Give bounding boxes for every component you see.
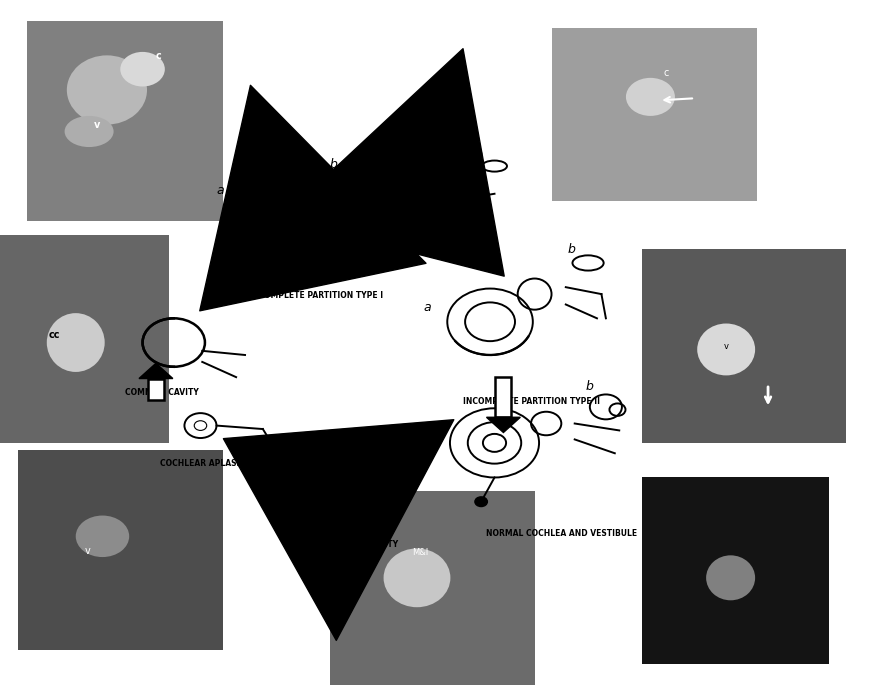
Text: c: c — [156, 51, 161, 61]
FancyBboxPatch shape — [552, 28, 757, 201]
Polygon shape — [386, 198, 405, 224]
Ellipse shape — [65, 116, 114, 147]
Text: v: v — [274, 241, 279, 251]
FancyBboxPatch shape — [27, 21, 223, 221]
Text: b: b — [568, 243, 576, 255]
Text: b: b — [330, 158, 338, 171]
Text: INCOMPLETE PARTITION TYPE I: INCOMPLETE PARTITION TYPE I — [249, 291, 384, 300]
FancyBboxPatch shape — [642, 477, 829, 664]
Text: c: c — [271, 213, 276, 223]
Polygon shape — [139, 363, 173, 379]
Text: v: v — [723, 343, 729, 352]
Text: b: b — [585, 380, 593, 392]
Text: a: a — [423, 302, 431, 314]
FancyBboxPatch shape — [330, 491, 535, 685]
Text: INCOMPLETE PARTITION TYPE II: INCOMPLETE PARTITION TYPE II — [463, 397, 601, 406]
Ellipse shape — [706, 555, 756, 601]
Text: COMMON CAVITY: COMMON CAVITY — [125, 388, 199, 397]
Ellipse shape — [625, 78, 675, 116]
Polygon shape — [334, 205, 386, 217]
Ellipse shape — [383, 548, 451, 608]
FancyBboxPatch shape — [642, 249, 846, 443]
Polygon shape — [486, 417, 520, 432]
FancyBboxPatch shape — [0, 235, 169, 443]
Ellipse shape — [698, 324, 756, 375]
Text: M&I: M&I — [413, 548, 429, 557]
Text: NORMAL COCHLEA AND VESTIBULE: NORMAL COCHLEA AND VESTIBULE — [486, 529, 637, 538]
Polygon shape — [495, 377, 511, 417]
Text: MICHEL DEFORMITY: MICHEL DEFORMITY — [312, 540, 398, 549]
Circle shape — [475, 497, 487, 507]
Text: COCHLEAR HYPOPLASIA: COCHLEAR HYPOPLASIA — [374, 244, 478, 253]
Polygon shape — [148, 379, 164, 400]
Ellipse shape — [76, 516, 129, 557]
Text: cc: cc — [49, 329, 61, 340]
Text: a: a — [377, 181, 385, 193]
FancyBboxPatch shape — [18, 450, 223, 650]
Text: COCHLEAR APLASIA: COCHLEAR APLASIA — [160, 459, 246, 468]
Ellipse shape — [47, 313, 105, 372]
Text: v: v — [85, 545, 90, 556]
Text: b: b — [475, 148, 483, 161]
Text: v: v — [94, 120, 100, 130]
Text: c: c — [664, 68, 669, 78]
Circle shape — [120, 52, 165, 86]
Text: a: a — [217, 184, 225, 197]
Text: a: a — [432, 423, 440, 435]
Ellipse shape — [67, 55, 147, 125]
